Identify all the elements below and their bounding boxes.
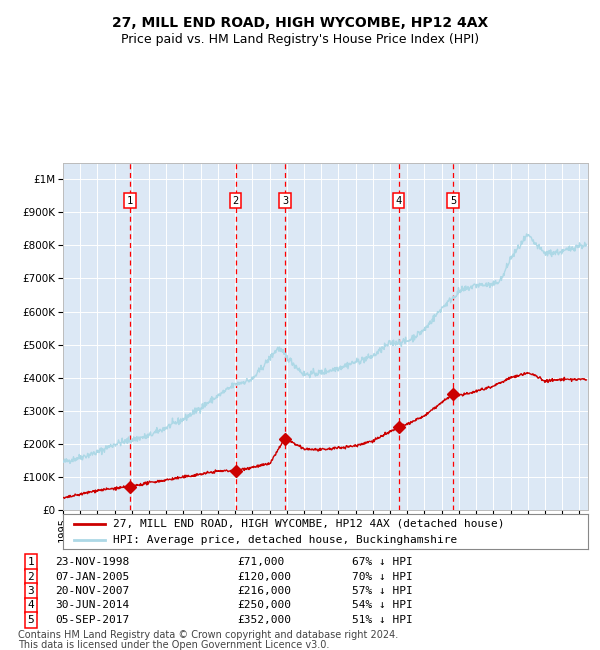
Text: 23-NOV-1998: 23-NOV-1998 bbox=[55, 557, 130, 567]
Text: This data is licensed under the Open Government Licence v3.0.: This data is licensed under the Open Gov… bbox=[18, 640, 329, 650]
Text: 5: 5 bbox=[27, 615, 34, 625]
Text: 1: 1 bbox=[127, 196, 133, 205]
Text: 20-NOV-2007: 20-NOV-2007 bbox=[55, 586, 130, 596]
Text: Contains HM Land Registry data © Crown copyright and database right 2024.: Contains HM Land Registry data © Crown c… bbox=[18, 630, 398, 640]
Text: 30-JUN-2014: 30-JUN-2014 bbox=[55, 601, 130, 610]
Text: 27, MILL END ROAD, HIGH WYCOMBE, HP12 4AX (detached house): 27, MILL END ROAD, HIGH WYCOMBE, HP12 4A… bbox=[113, 519, 505, 528]
Text: 4: 4 bbox=[395, 196, 402, 205]
Text: 51% ↓ HPI: 51% ↓ HPI bbox=[352, 615, 413, 625]
Text: 57% ↓ HPI: 57% ↓ HPI bbox=[352, 586, 413, 596]
Text: 1: 1 bbox=[27, 557, 34, 567]
Text: 3: 3 bbox=[282, 196, 288, 205]
Text: £352,000: £352,000 bbox=[237, 615, 291, 625]
Text: £120,000: £120,000 bbox=[237, 571, 291, 582]
Text: 3: 3 bbox=[27, 586, 34, 596]
Text: 5: 5 bbox=[450, 196, 457, 205]
Text: 54% ↓ HPI: 54% ↓ HPI bbox=[352, 601, 413, 610]
Text: £71,000: £71,000 bbox=[237, 557, 284, 567]
Text: 07-JAN-2005: 07-JAN-2005 bbox=[55, 571, 130, 582]
Text: 05-SEP-2017: 05-SEP-2017 bbox=[55, 615, 130, 625]
Text: 2: 2 bbox=[27, 571, 34, 582]
Text: HPI: Average price, detached house, Buckinghamshire: HPI: Average price, detached house, Buck… bbox=[113, 536, 457, 545]
Text: 67% ↓ HPI: 67% ↓ HPI bbox=[352, 557, 413, 567]
Text: £250,000: £250,000 bbox=[237, 601, 291, 610]
Text: Price paid vs. HM Land Registry's House Price Index (HPI): Price paid vs. HM Land Registry's House … bbox=[121, 32, 479, 46]
Text: £216,000: £216,000 bbox=[237, 586, 291, 596]
Text: 2: 2 bbox=[233, 196, 239, 205]
Text: 4: 4 bbox=[27, 601, 34, 610]
Text: 70% ↓ HPI: 70% ↓ HPI bbox=[352, 571, 413, 582]
Text: 27, MILL END ROAD, HIGH WYCOMBE, HP12 4AX: 27, MILL END ROAD, HIGH WYCOMBE, HP12 4A… bbox=[112, 16, 488, 31]
